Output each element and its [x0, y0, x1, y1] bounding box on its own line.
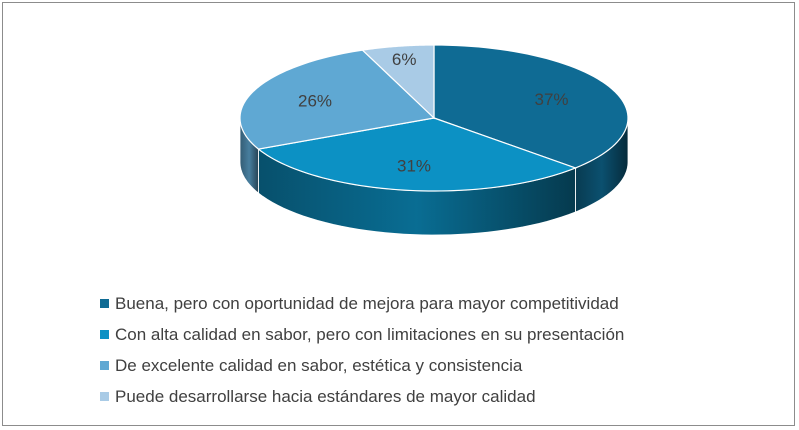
legend-label: Puede desarrollarse hacia estándares de …: [115, 386, 536, 406]
legend-label: De excelente calidad en sabor, estética …: [115, 355, 523, 375]
pie-data-label: 26%: [298, 91, 332, 110]
legend: Buena, pero con oportunidad de mejora pa…: [100, 288, 624, 412]
pie-chart: 37% 31% 26% 6%: [239, 44, 629, 236]
legend-swatch: [100, 330, 109, 339]
pie-data-label: 6%: [392, 50, 417, 69]
pie-slice: [433, 44, 629, 169]
legend-item: De excelente calidad en sabor, estética …: [100, 350, 624, 381]
legend-label: Con alta calidad en sabor, pero con limi…: [115, 324, 625, 344]
legend-item: Con alta calidad en sabor, pero con limi…: [100, 319, 624, 350]
pie-slice: [239, 49, 436, 150]
pie-slice: [257, 117, 578, 192]
pie-slice: [361, 44, 435, 120]
legend-label: Buena, pero con oportunidad de mejora pa…: [115, 293, 619, 313]
legend-item: Buena, pero con oportunidad de mejora pa…: [100, 288, 624, 319]
legend-swatch: [100, 361, 109, 370]
pie-data-label: 31%: [397, 157, 431, 176]
legend-swatch: [100, 392, 109, 401]
legend-item: Puede desarrollarse hacia estándares de …: [100, 381, 624, 412]
pie-data-label: 37%: [534, 90, 568, 109]
legend-swatch: [100, 299, 109, 308]
